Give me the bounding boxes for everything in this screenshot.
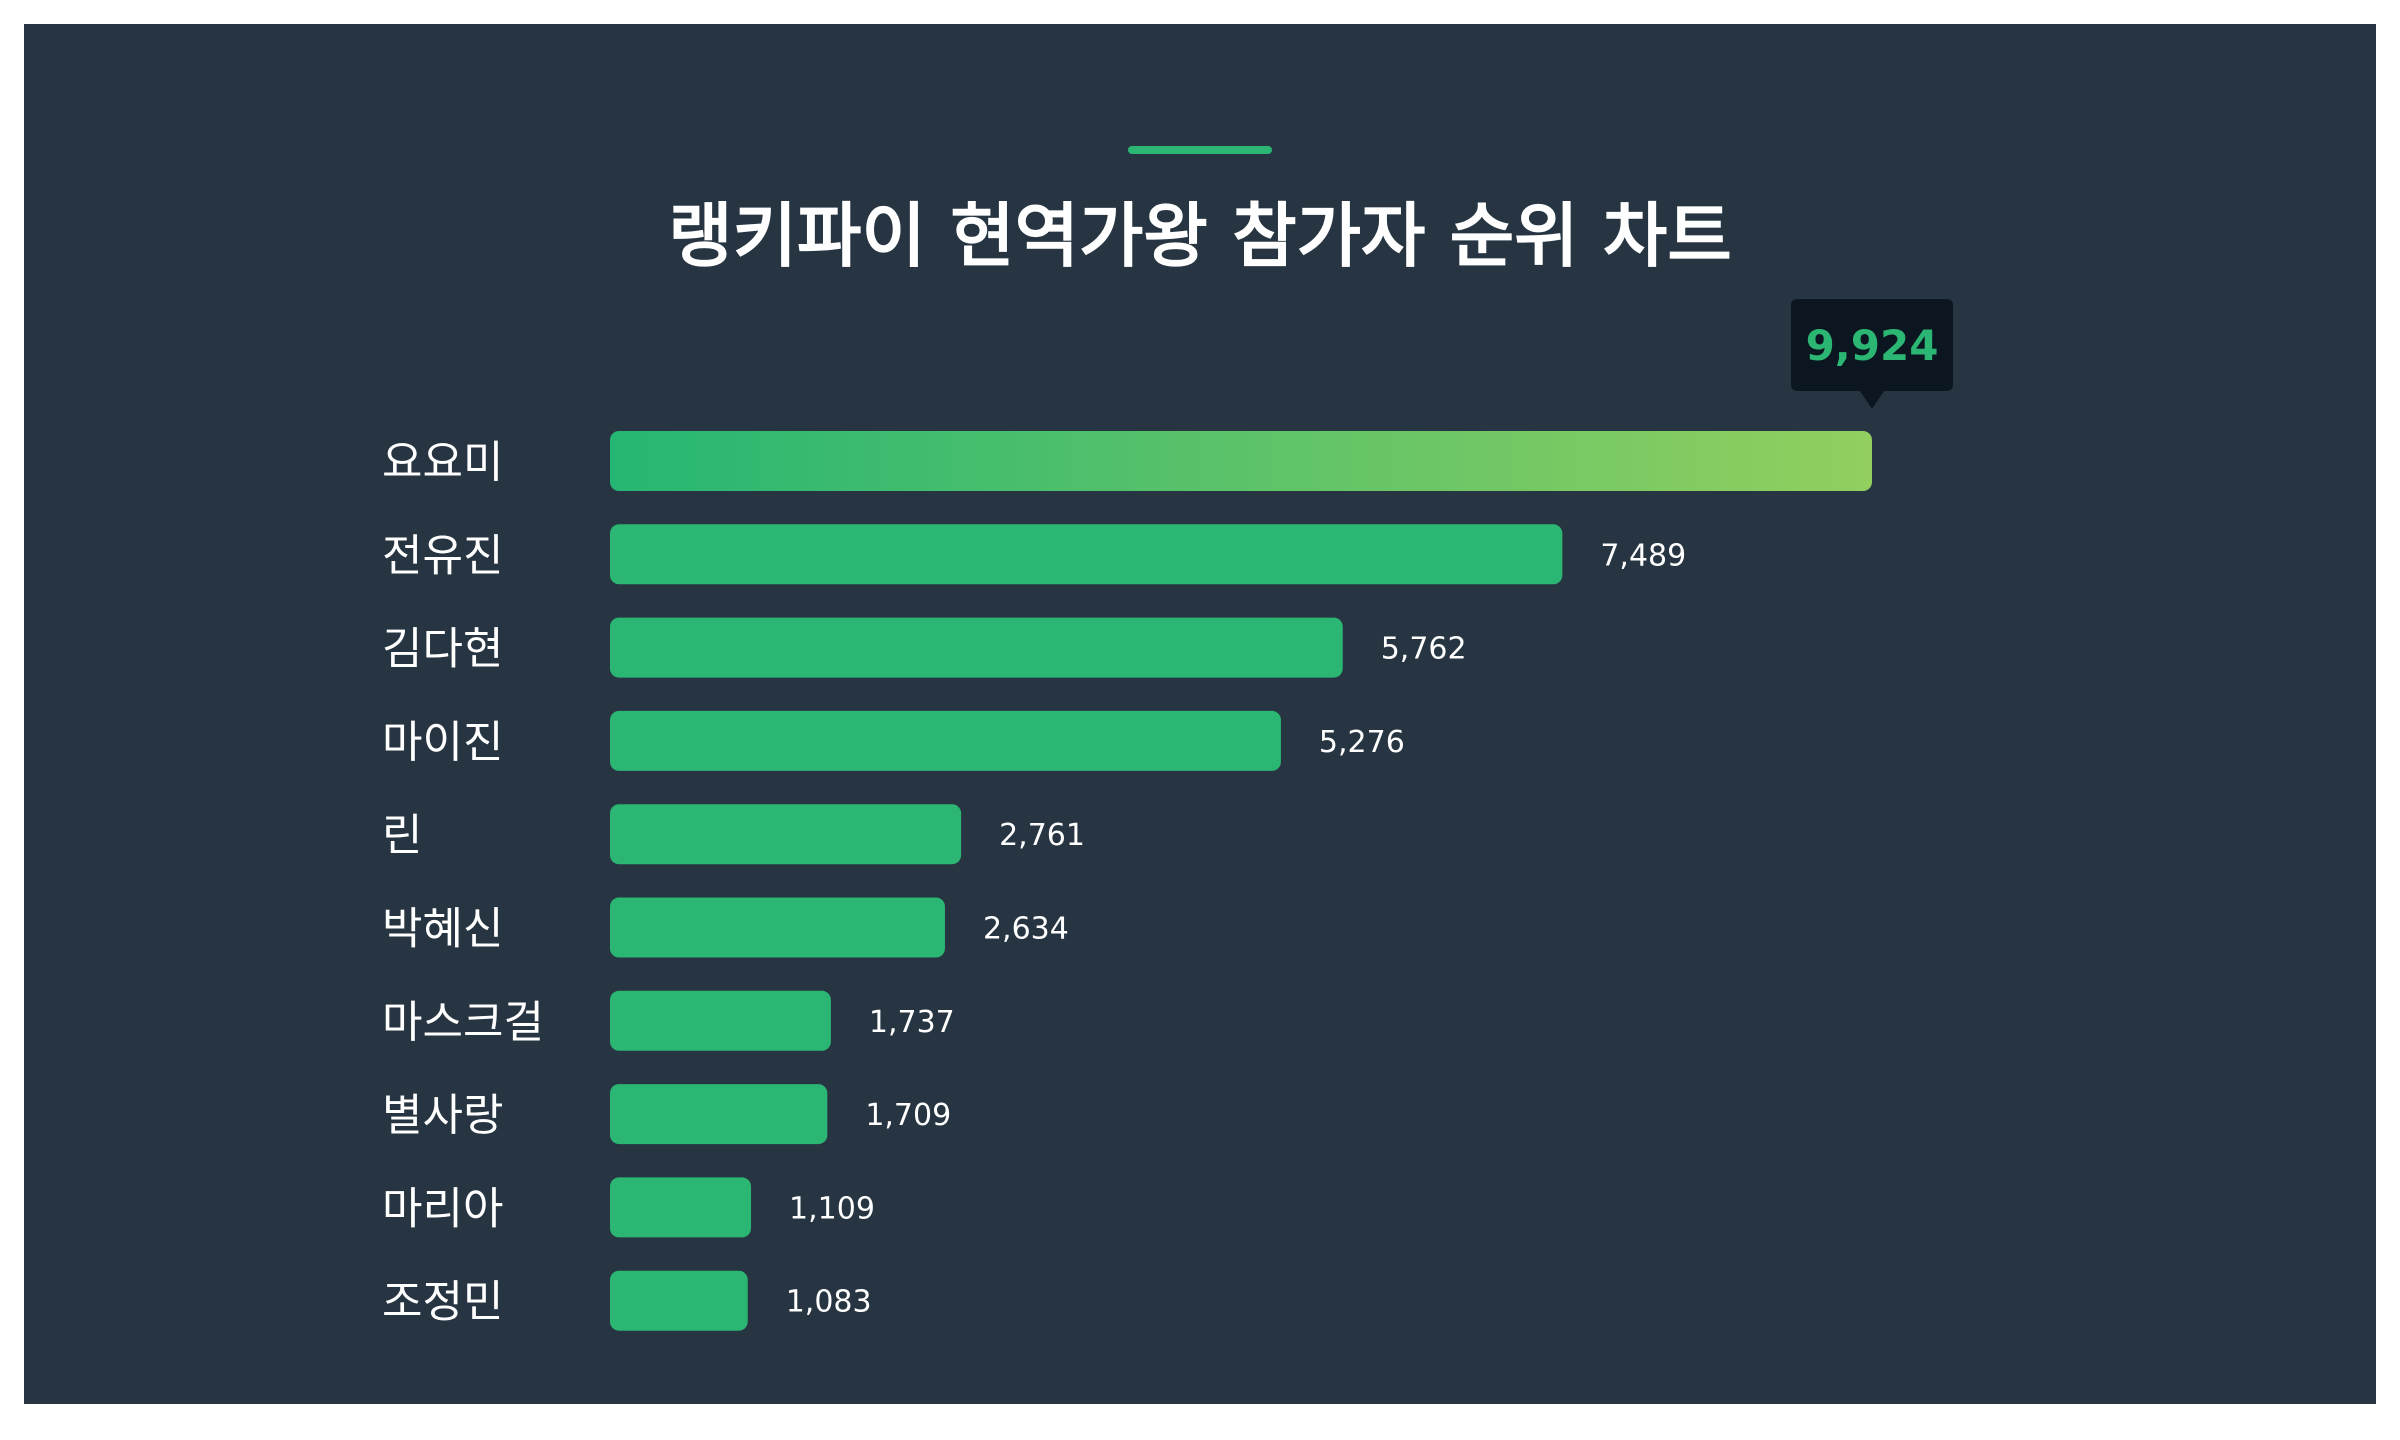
- bar[interactable]: [610, 1177, 752, 1238]
- tooltip-box: [1791, 299, 1953, 391]
- category-label: 마스크걸: [382, 997, 544, 1048]
- category-label: 린: [382, 810, 422, 861]
- value-tooltip: 9,924: [1791, 299, 1953, 409]
- value-label: 5,762: [1381, 632, 1467, 667]
- value-label: 9,924: [1806, 321, 1939, 370]
- category-label: 별사랑: [382, 1090, 503, 1141]
- value-label: 1,083: [786, 1285, 872, 1320]
- bar[interactable]: [610, 710, 1281, 771]
- bar[interactable]: [610, 1270, 748, 1331]
- value-label: 5,276: [1319, 725, 1405, 760]
- value-label: 1,109: [789, 1191, 875, 1226]
- category-label: 전유진: [382, 530, 503, 581]
- category-label: 마이진: [382, 717, 503, 768]
- category-label: 마리아: [382, 1183, 503, 1234]
- bar[interactable]: [610, 990, 831, 1051]
- value-label: 1,737: [869, 1005, 955, 1040]
- value-label: 1,709: [865, 1098, 951, 1133]
- category-label: 조정민: [382, 1277, 503, 1328]
- value-label: 2,634: [983, 912, 1069, 947]
- category-label: 박혜신: [382, 904, 503, 955]
- chart-title: 랭키파이 현역가왕 참가자 순위 차트: [668, 195, 1732, 277]
- bar[interactable]: [610, 1084, 828, 1145]
- category-label: 김다현: [382, 624, 503, 675]
- value-label: 2,761: [999, 818, 1085, 853]
- bar[interactable]: [610, 431, 1872, 491]
- tooltip-pointer: [1860, 391, 1884, 409]
- bar[interactable]: [610, 897, 945, 958]
- category-label: 요요미: [382, 437, 503, 488]
- value-label: 7,489: [1600, 538, 1686, 573]
- bar[interactable]: [610, 804, 962, 865]
- bar[interactable]: [610, 617, 1343, 678]
- bar[interactable]: [610, 524, 1563, 585]
- title-accent-line: [1128, 146, 1272, 154]
